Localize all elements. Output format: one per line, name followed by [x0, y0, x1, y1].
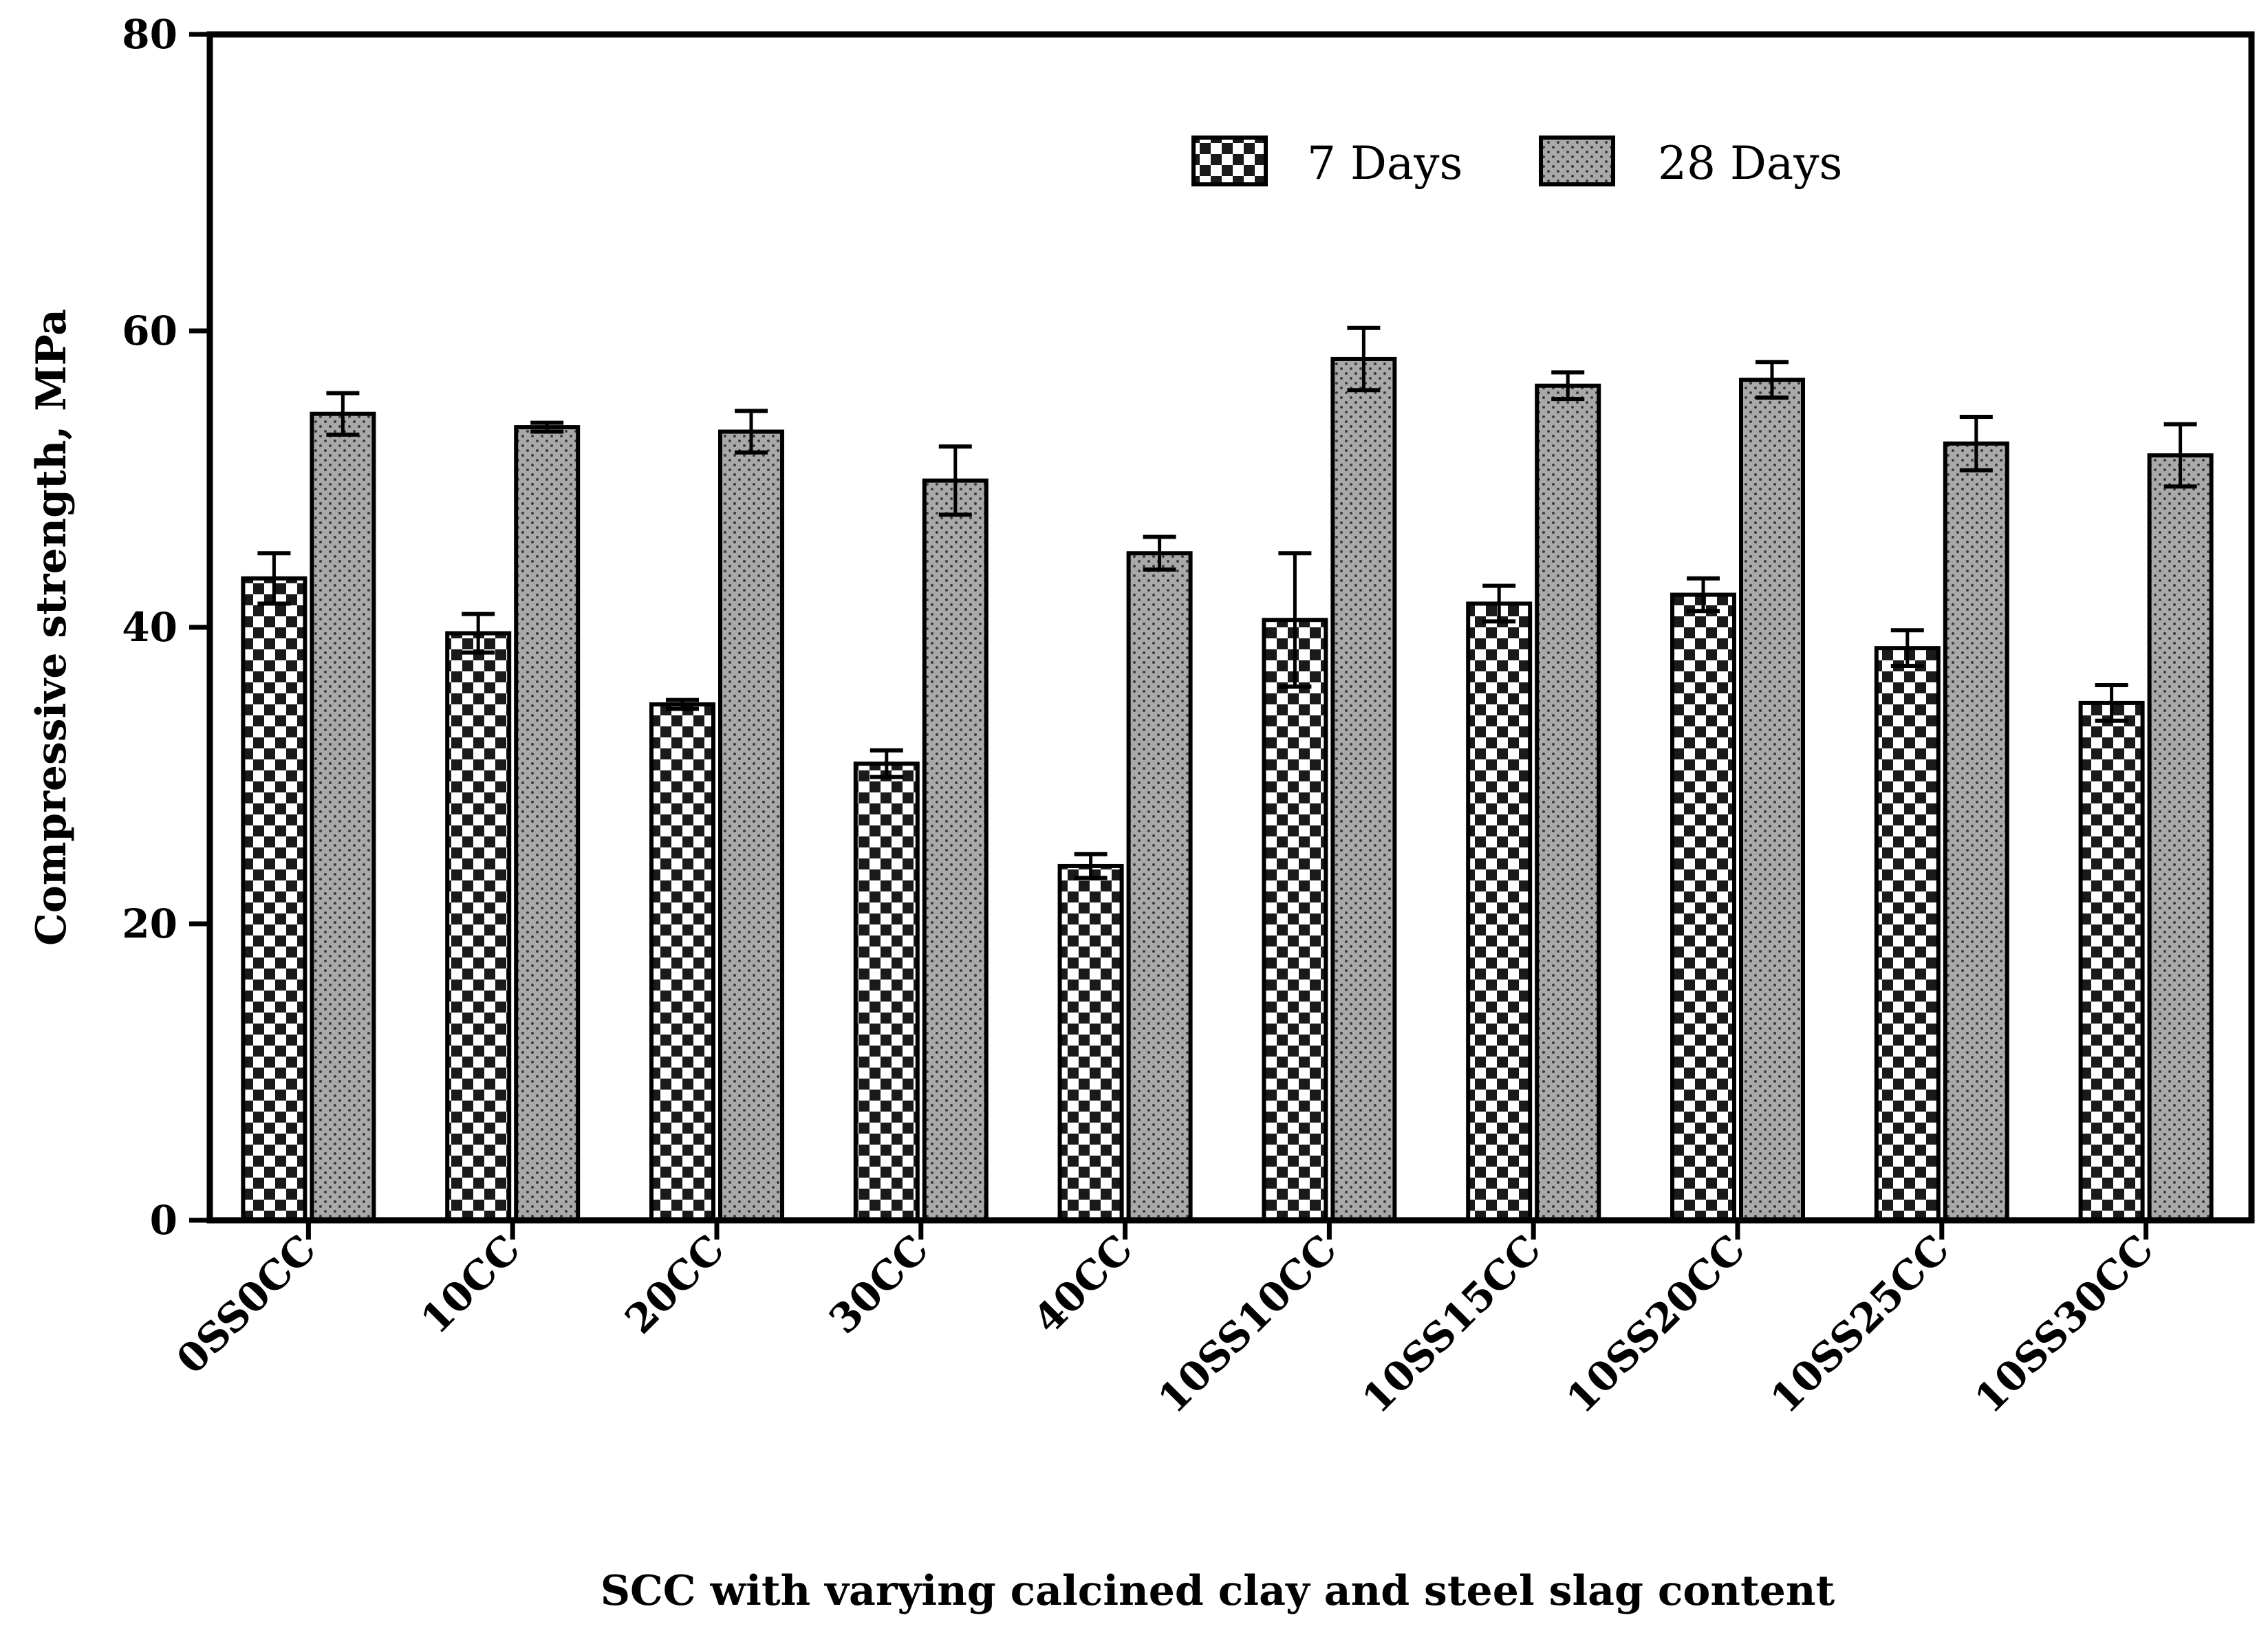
legend-swatch-28-days: [1539, 136, 1615, 186]
x-tick-label-10ss25cc: 10SS25CC: [1762, 1226, 1958, 1423]
y-tick-label: 80: [122, 11, 177, 58]
y-tick-label: 40: [122, 604, 177, 651]
bar-28-days-10ss30cc: [2147, 453, 2214, 1222]
bar-7-days-10ss15cc: [1466, 601, 1533, 1222]
x-tick-label-10ss20cc: 10SS20CC: [1557, 1226, 1754, 1423]
y-tick-label: 0: [150, 1197, 177, 1244]
bar-28-days-10ss20cc: [1739, 378, 1805, 1222]
bar-28-days-20cc: [718, 429, 784, 1222]
plot-frame: [206, 31, 2255, 1224]
x-tick-label-10ss30cc: 10SS30CC: [1966, 1226, 2163, 1423]
legend-label-7-days: 7 Days: [1307, 137, 1462, 190]
x-tick-label-10ss10cc: 10SS10CC: [1149, 1226, 1346, 1423]
bar-7-days-10ss30cc: [2078, 700, 2145, 1222]
y-axis-title: Compressive strength, MPa: [28, 309, 76, 946]
legend-label-28-days: 28 Days: [1658, 137, 1842, 190]
y-axis: 0 20 40 60 80: [122, 11, 210, 1244]
x-tick-label-10cc: 10CC: [412, 1226, 529, 1343]
bar-7-days-10ss10cc: [1262, 618, 1328, 1222]
bar-28-days-30cc: [922, 478, 989, 1222]
y-tick-label: 20: [122, 900, 177, 947]
x-tick-label-10ss15cc: 10SS15CC: [1353, 1226, 1550, 1423]
bar-28-days-10ss25cc: [1943, 441, 2009, 1222]
legend: 7 Days 28 Days: [1191, 136, 1842, 190]
bar-7-days-10ss20cc: [1670, 592, 1736, 1222]
bar-28-days-0ss0cc: [310, 411, 376, 1222]
bar-7-days-40cc: [1057, 863, 1124, 1222]
x-axis-title: SCC with varying calcined clay and steel…: [601, 1567, 1835, 1615]
x-axis: 0SS0CC 10CC 20CC 30CC 40CC 10SS10CC 10SS15CC 10…: [168, 1220, 2163, 1423]
x-tick-label-0ss0cc: 0SS0CC: [168, 1226, 325, 1383]
error-bars: [257, 325, 2197, 880]
bar-7-days-0ss0cc: [241, 576, 307, 1222]
bar-28-days-10ss15cc: [1535, 383, 1601, 1222]
x-tick-label-40cc: 40CC: [1024, 1226, 1141, 1343]
bar-28-days-40cc: [1126, 551, 1193, 1222]
bars: [241, 356, 2214, 1223]
y-tick-label: 60: [122, 307, 177, 354]
bar-28-days-10cc: [514, 425, 581, 1223]
bar-7-days-10cc: [445, 631, 512, 1222]
legend-swatch-7-days: [1191, 136, 1268, 186]
bar-7-days-10ss25cc: [1874, 646, 1941, 1222]
bar-7-days-20cc: [649, 702, 715, 1223]
bar-7-days-30cc: [853, 761, 920, 1222]
x-tick-label-30cc: 30CC: [820, 1226, 937, 1343]
x-tick-label-20cc: 20CC: [616, 1226, 733, 1343]
bar-28-days-10ss10cc: [1330, 356, 1397, 1223]
